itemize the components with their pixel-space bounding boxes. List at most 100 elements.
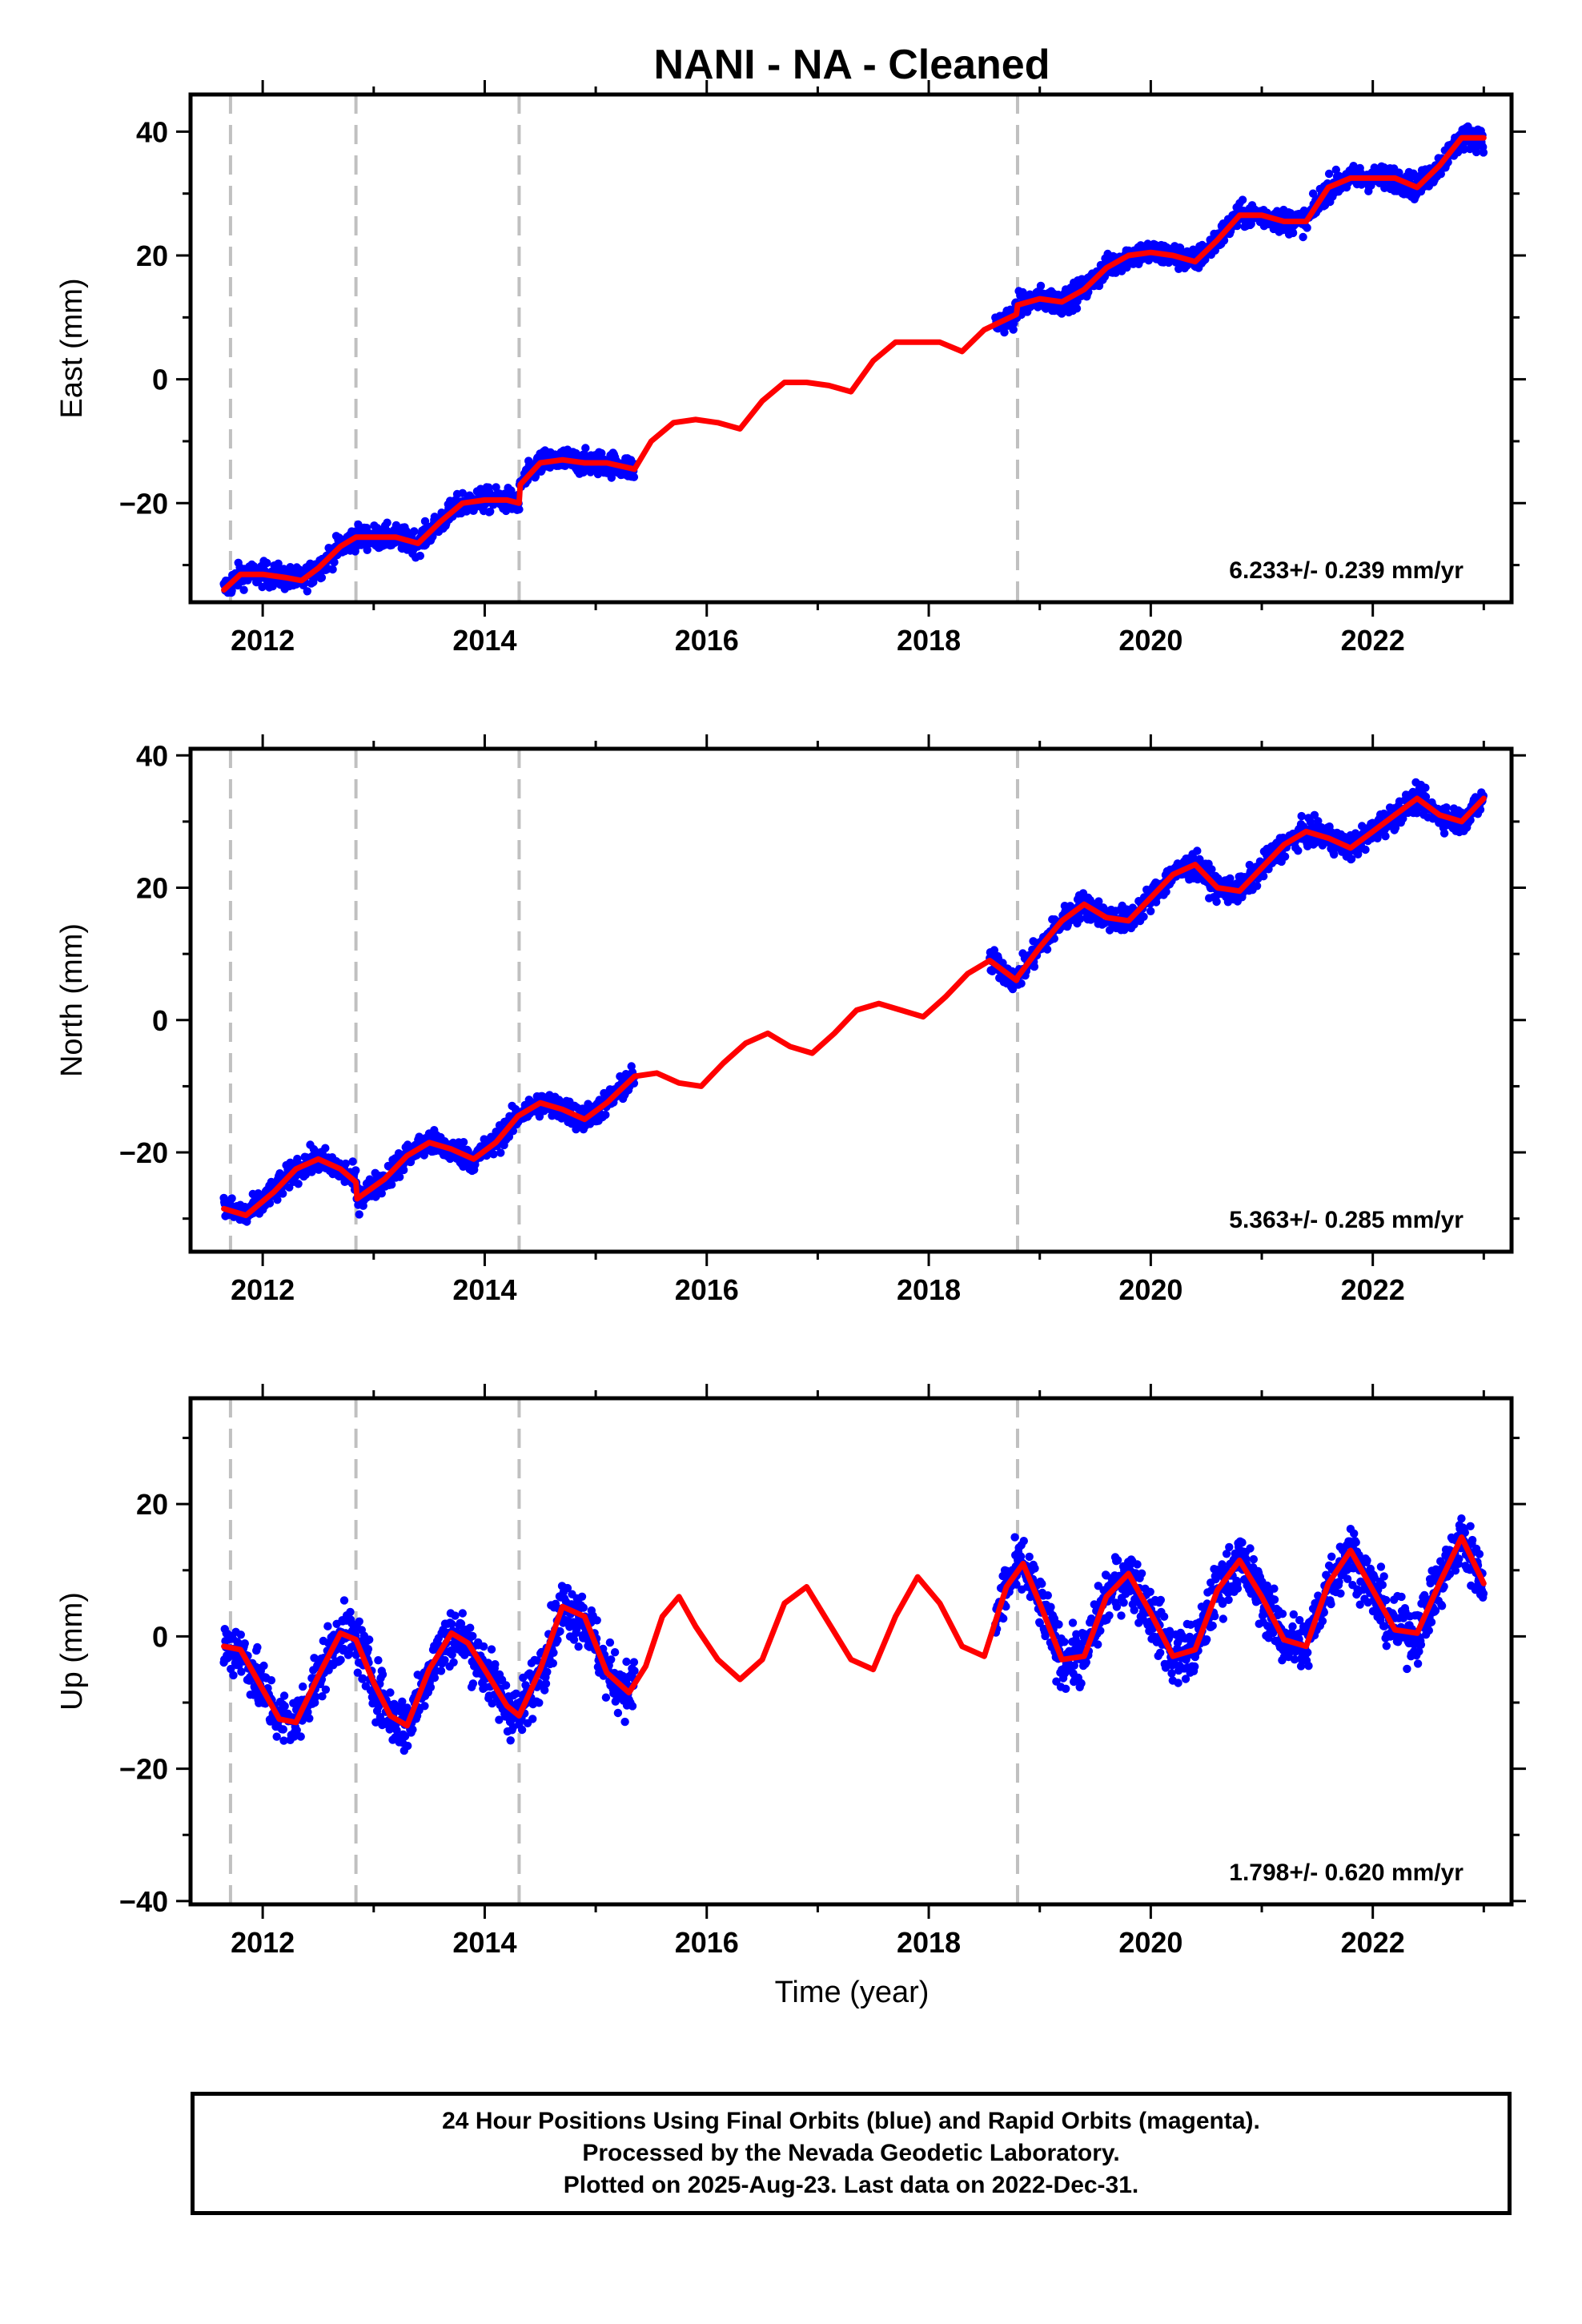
observation-point (363, 545, 371, 554)
observation-point (487, 1645, 496, 1654)
y-tick-label: −20 (119, 487, 168, 520)
observation-point (294, 1180, 303, 1188)
observation-point (1043, 1591, 1053, 1600)
observation-point (601, 1693, 611, 1702)
observation-point (358, 1674, 367, 1683)
observation-point (1349, 162, 1358, 171)
observation-point (1117, 1611, 1126, 1620)
observation-point (1012, 1580, 1021, 1589)
observation-point (1094, 897, 1103, 906)
observation-point (273, 1196, 282, 1204)
observation-point (1036, 281, 1046, 291)
observation-point (1203, 1635, 1211, 1644)
observation-point (506, 1736, 515, 1745)
y-tick-label: 40 (136, 739, 168, 772)
observation-point (341, 1159, 350, 1168)
observation-point (274, 559, 283, 568)
observation-point (365, 1635, 374, 1644)
observation-point (577, 1592, 587, 1602)
velocity-rate-label: 6.233+/- 0.239 mm/yr (1229, 557, 1464, 584)
observation-point (1259, 872, 1268, 881)
observation-point (1019, 1537, 1029, 1546)
observation-point (1139, 912, 1148, 921)
observation-point (430, 1673, 440, 1683)
observation-point (1297, 811, 1306, 821)
x-tick-label: 2012 (231, 1273, 295, 1306)
observation-point (1347, 854, 1356, 863)
observation-point (1016, 1552, 1026, 1561)
observation-point (321, 1144, 330, 1152)
observation-point (456, 1619, 466, 1628)
observation-point (540, 1686, 549, 1695)
observation-point (543, 1667, 552, 1676)
model-fit-line (221, 135, 1487, 593)
observation-point (597, 448, 606, 458)
observation-point (285, 1183, 294, 1192)
observation-point (528, 1715, 537, 1723)
observation-point (1146, 907, 1155, 916)
observation-point (1421, 783, 1430, 792)
observation-point (1381, 832, 1390, 841)
observation-point (1181, 1675, 1191, 1683)
observation-point (1030, 1564, 1039, 1573)
observation-point (400, 1731, 410, 1741)
observation-point (999, 1614, 1008, 1623)
observation-point (1072, 304, 1082, 313)
observation-point (1130, 1606, 1138, 1614)
observation-point (553, 1635, 562, 1645)
plot-frame (188, 92, 1514, 605)
observation-point (348, 1157, 357, 1166)
observation-point (1472, 147, 1481, 157)
observation-point (321, 1685, 331, 1694)
observation-point (265, 1199, 275, 1208)
observation-points (219, 778, 1488, 1226)
observation-point (239, 585, 248, 594)
observation-point (479, 1642, 488, 1651)
observation-point (556, 1626, 564, 1636)
observation-point (346, 1607, 355, 1617)
observation-point (292, 1726, 301, 1735)
observation-point (267, 1676, 276, 1685)
observation-point (227, 1664, 235, 1674)
observation-point (501, 1681, 511, 1690)
observation-point (1330, 850, 1339, 859)
observation-point (622, 1657, 631, 1667)
observation-point (998, 959, 1007, 967)
observation-point (1162, 887, 1170, 896)
observation-point (440, 1655, 449, 1665)
observation-point (620, 1717, 629, 1727)
observation-point (1113, 1556, 1122, 1565)
observation-point (1442, 803, 1451, 812)
observation-point (387, 1180, 396, 1189)
observation-point (1046, 1602, 1055, 1611)
observation-point (1068, 1618, 1078, 1627)
observation-point (227, 1194, 236, 1203)
observation-point (1288, 228, 1298, 238)
plot-frame (188, 746, 1514, 1254)
x-tick-label: 2022 (1341, 624, 1405, 657)
y-tick-label: 0 (152, 364, 168, 396)
observation-point (398, 1697, 407, 1706)
observation-point (574, 1642, 583, 1651)
x-tick-label: 2018 (897, 624, 961, 657)
observation-point (592, 1616, 601, 1625)
observation-point (420, 1702, 429, 1711)
observation-point (449, 1658, 458, 1667)
observation-point (549, 1648, 558, 1657)
observation-point (605, 1638, 615, 1647)
observation-point (581, 444, 590, 452)
observation-point (1096, 1626, 1105, 1635)
x-tick-label: 2022 (1341, 1273, 1405, 1306)
observation-point (377, 1189, 386, 1198)
observation-point (351, 1166, 360, 1175)
observation-point (336, 1655, 345, 1664)
observation-point (353, 1668, 362, 1677)
observation-point (1009, 325, 1018, 334)
x-tick-label: 2020 (1118, 624, 1182, 657)
observation-point (1361, 845, 1370, 854)
observation-point (601, 1110, 610, 1120)
observation-point (348, 1642, 357, 1651)
